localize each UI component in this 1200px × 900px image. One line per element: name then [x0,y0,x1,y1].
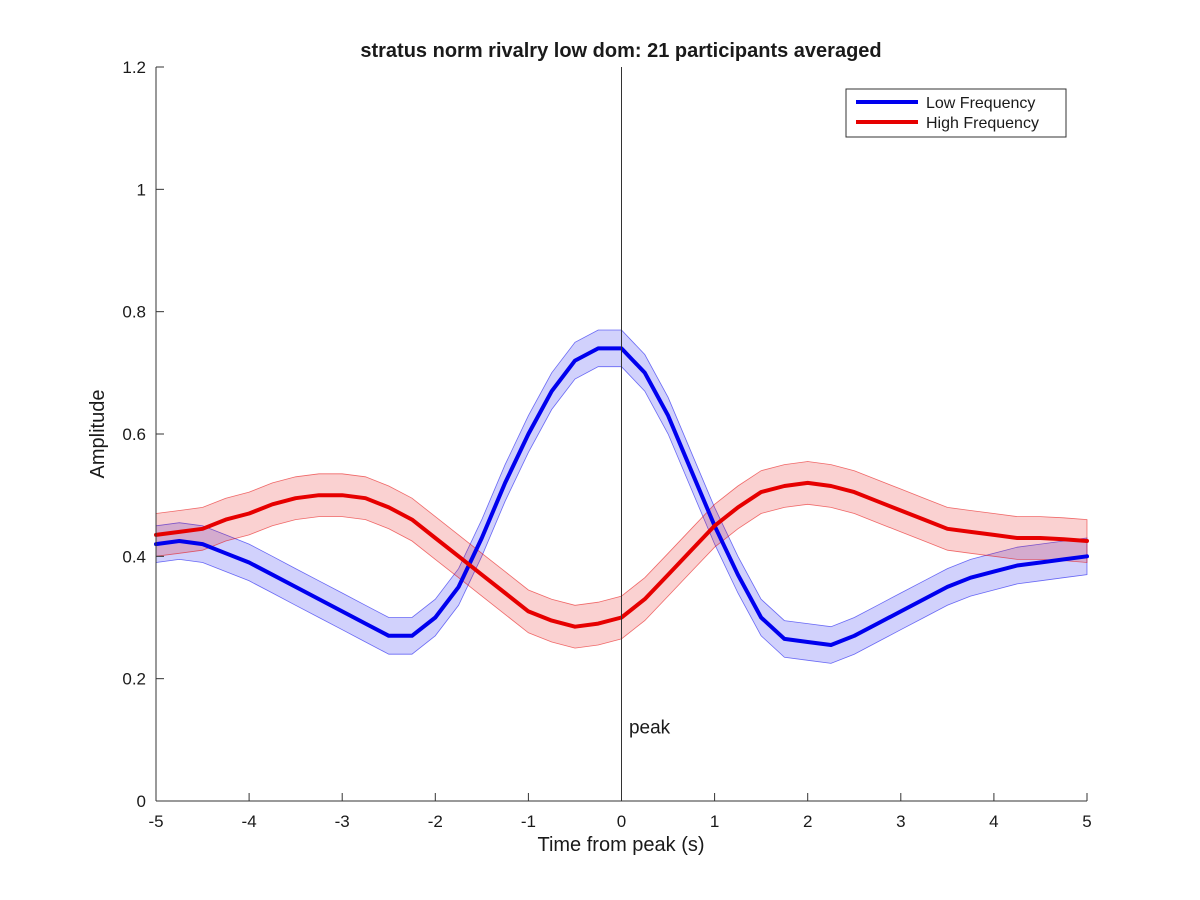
annotations: peak [629,718,671,739]
legend-label-high-frequency: High Frequency [926,115,1039,132]
x-ticks: -5 -4 -3 -2 -1 0 1 2 3 4 5 [148,793,1092,831]
x-tick-label: 4 [989,812,998,831]
x-tick-label: 2 [803,812,812,831]
x-tick-label: -3 [335,812,350,831]
x-tick-label: 5 [1082,812,1091,831]
x-tick-label: -5 [148,812,163,831]
y-tick-label: 0.6 [122,425,146,444]
x-tick-label: -2 [428,812,443,831]
legend-label-low-frequency: Low Frequency [926,95,1035,112]
x-tick-label: 1 [710,812,719,831]
x-tick-label: -4 [242,812,257,831]
y-tick-label: 1.2 [122,58,146,77]
y-tick-label: 1 [137,180,146,199]
band-low-frequency [155,329,1088,664]
legend: Low Frequency High Frequency [845,88,1067,138]
chart-title: stratus norm rivalry low dom: 21 partici… [360,40,881,62]
y-tick-label: 0.4 [122,547,146,566]
x-tick-label: 0 [617,812,626,831]
x-axis-label: Time from peak (s) [537,834,704,856]
x-tick-label: -1 [521,812,536,831]
y-axis-label: Amplitude [87,390,109,479]
y-tick-label: 0 [137,792,146,811]
y-ticks: 0 0.2 0.4 0.6 0.8 1 1.2 [122,58,164,811]
annotation-peak: peak [629,718,671,739]
y-tick-label: 0.8 [122,303,146,322]
y-tick-label: 0.2 [122,670,146,689]
x-tick-label: 3 [896,812,905,831]
legend-box [845,88,1067,138]
